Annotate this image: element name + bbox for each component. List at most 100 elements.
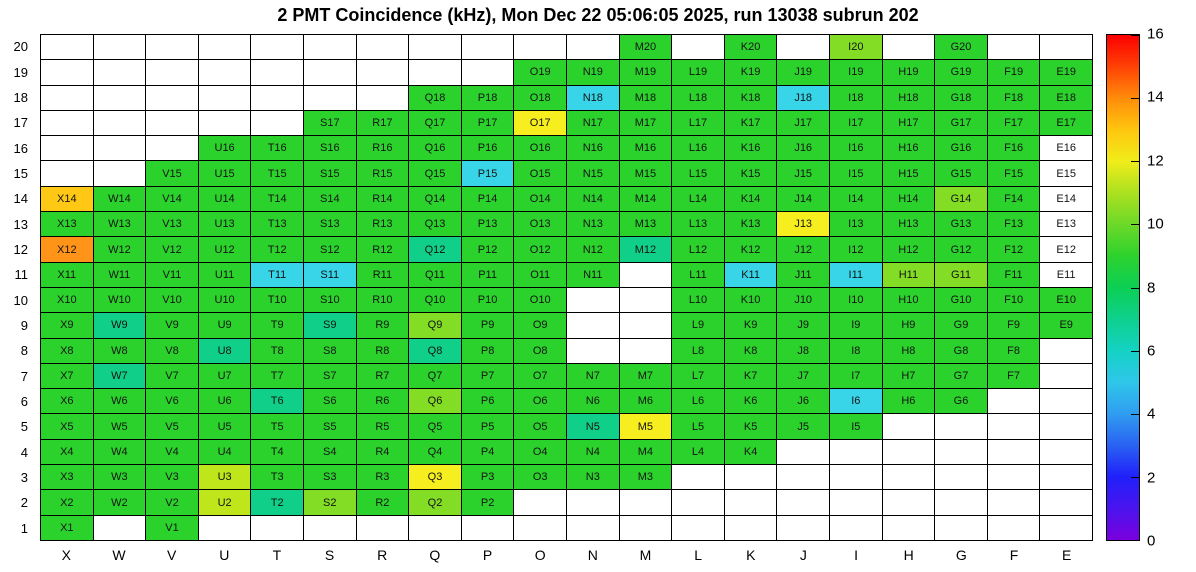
y-axis-tick-label: 15 bbox=[13, 165, 28, 181]
heatmap-cell: G18 bbox=[935, 85, 987, 110]
heatmap-cell: Q8 bbox=[409, 338, 461, 363]
heatmap-cell: U16 bbox=[198, 136, 251, 161]
heatmap-cell: T12 bbox=[251, 237, 303, 262]
heatmap-cell: N18 bbox=[566, 85, 619, 110]
colorbar-tick-mark bbox=[1131, 287, 1139, 289]
colorbar-tick-label: 4 bbox=[1147, 405, 1156, 423]
heatmap-cell: L9 bbox=[672, 313, 724, 338]
heatmap-cell bbox=[566, 313, 619, 338]
heatmap-cell bbox=[356, 515, 409, 540]
heatmap-cell: M3 bbox=[619, 465, 672, 490]
colorbar-tick-label: 6 bbox=[1147, 342, 1156, 360]
heatmap-cell: I7 bbox=[829, 363, 882, 389]
heatmap-cell: K6 bbox=[724, 389, 777, 414]
y-axis-tick-label: 2 bbox=[20, 495, 28, 511]
heatmap-cell: U12 bbox=[198, 237, 251, 262]
heatmap-cell: W2 bbox=[93, 490, 146, 515]
heatmap-cell bbox=[198, 110, 251, 136]
y-axis-tick-label: 1 bbox=[20, 520, 28, 536]
heatmap-cell: O15 bbox=[514, 161, 566, 186]
heatmap-cell: P10 bbox=[461, 287, 514, 313]
chart-title: 2 PMT Coincidence (kHz), Mon Dec 22 05:0… bbox=[277, 5, 919, 25]
heatmap-cell: W7 bbox=[93, 363, 146, 389]
heatmap-cell: J17 bbox=[777, 110, 829, 136]
heatmap-cell: I6 bbox=[829, 389, 882, 414]
heatmap-cell: K20 bbox=[724, 35, 777, 60]
heatmap-cell: O16 bbox=[514, 136, 566, 161]
heatmap-cell: T10 bbox=[251, 287, 303, 313]
x-axis-tick-label: U bbox=[219, 547, 230, 563]
heatmap-cell: J15 bbox=[777, 161, 829, 186]
colorbar-tick-label: 16 bbox=[1147, 25, 1164, 43]
heatmap-cell bbox=[619, 262, 672, 287]
x-axis-tick-label: V bbox=[166, 547, 177, 563]
x-axis-tick-label: W bbox=[112, 547, 126, 563]
heatmap-cell: G16 bbox=[935, 136, 987, 161]
heatmap-cell: R16 bbox=[356, 136, 409, 161]
heatmap-cell: N4 bbox=[566, 439, 619, 465]
heatmap-cell: F11 bbox=[987, 262, 1040, 287]
y-axis-tick-label: 8 bbox=[20, 343, 28, 359]
heatmap-cell: M14 bbox=[619, 186, 672, 212]
colorbar-tick-mark bbox=[1131, 35, 1139, 36]
heatmap-cell bbox=[93, 161, 146, 186]
heatmap-cell: H14 bbox=[882, 186, 935, 212]
heatmap-cell: H17 bbox=[882, 110, 935, 136]
heatmap-cell: R3 bbox=[356, 465, 409, 490]
heatmap-cell: N13 bbox=[566, 212, 619, 237]
y-axis-tick-label: 9 bbox=[20, 318, 28, 334]
heatmap-cell: T6 bbox=[251, 389, 303, 414]
heatmap-cell bbox=[251, 85, 303, 110]
heatmap-cell: J13 bbox=[777, 212, 829, 237]
heatmap-cell: Q2 bbox=[409, 490, 461, 515]
heatmap-cell: O12 bbox=[514, 237, 566, 262]
heatmap-cell: W4 bbox=[93, 439, 146, 465]
x-axis-tick-label: X bbox=[61, 547, 71, 563]
heatmap-cell bbox=[829, 515, 882, 540]
x-axis-tick-label: L bbox=[694, 547, 703, 563]
heatmap-cell: K15 bbox=[724, 161, 777, 186]
heatmap-cell bbox=[777, 490, 829, 515]
heatmap-cell bbox=[146, 85, 198, 110]
heatmap-cell bbox=[935, 515, 987, 540]
y-axis-tick-label: 7 bbox=[20, 368, 28, 384]
heatmap-cell bbox=[514, 490, 566, 515]
heatmap-cell: Q9 bbox=[409, 313, 461, 338]
heatmap-cell: T14 bbox=[251, 186, 303, 212]
heatmap-cell: L15 bbox=[672, 161, 724, 186]
heatmap-cell bbox=[829, 439, 882, 465]
heatmap-cell: N12 bbox=[566, 237, 619, 262]
heatmap-cell bbox=[41, 35, 93, 60]
heatmap-cell: U2 bbox=[198, 490, 251, 515]
heatmap-cell: H16 bbox=[882, 136, 935, 161]
heatmap-cell: Q3 bbox=[409, 465, 461, 490]
heatmap-cell: V1 bbox=[146, 515, 198, 540]
heatmap-cell: S2 bbox=[303, 490, 356, 515]
heatmap-cell: T13 bbox=[251, 212, 303, 237]
heatmap-cell: O10 bbox=[514, 287, 566, 313]
x-axis-tick-label: F bbox=[1009, 547, 1019, 563]
heatmap-cell bbox=[777, 439, 829, 465]
heatmap-cell: R17 bbox=[356, 110, 409, 136]
x-axis-tick-label: H bbox=[903, 547, 914, 563]
heatmap-cell: F13 bbox=[987, 212, 1040, 237]
heatmap-cell: L4 bbox=[672, 439, 724, 465]
colorbar-tick-label: 12 bbox=[1147, 152, 1164, 170]
heatmap-cell: X11 bbox=[41, 262, 93, 287]
heatmap-cell: L8 bbox=[672, 338, 724, 363]
y-axis-tick-label: 20 bbox=[13, 39, 28, 55]
heatmap-cell: M12 bbox=[619, 237, 672, 262]
x-axis-tick-label: G bbox=[955, 547, 967, 563]
heatmap-cell bbox=[409, 515, 461, 540]
heatmap-cell: W8 bbox=[93, 338, 146, 363]
heatmap-cell: I8 bbox=[829, 338, 882, 363]
heatmap-cell bbox=[935, 490, 987, 515]
heatmap-cell: O5 bbox=[514, 414, 566, 439]
heatmap-cell bbox=[829, 465, 882, 490]
heatmap-cell: H12 bbox=[882, 237, 935, 262]
heatmap-cell: R12 bbox=[356, 237, 409, 262]
heatmap-cell: U3 bbox=[198, 465, 251, 490]
colorbar-tick-labels: 16 14 12 10 8 6 4 2 0 bbox=[1147, 26, 1192, 550]
heatmap-cell: R9 bbox=[356, 313, 409, 338]
heatmap-cell bbox=[41, 161, 93, 186]
